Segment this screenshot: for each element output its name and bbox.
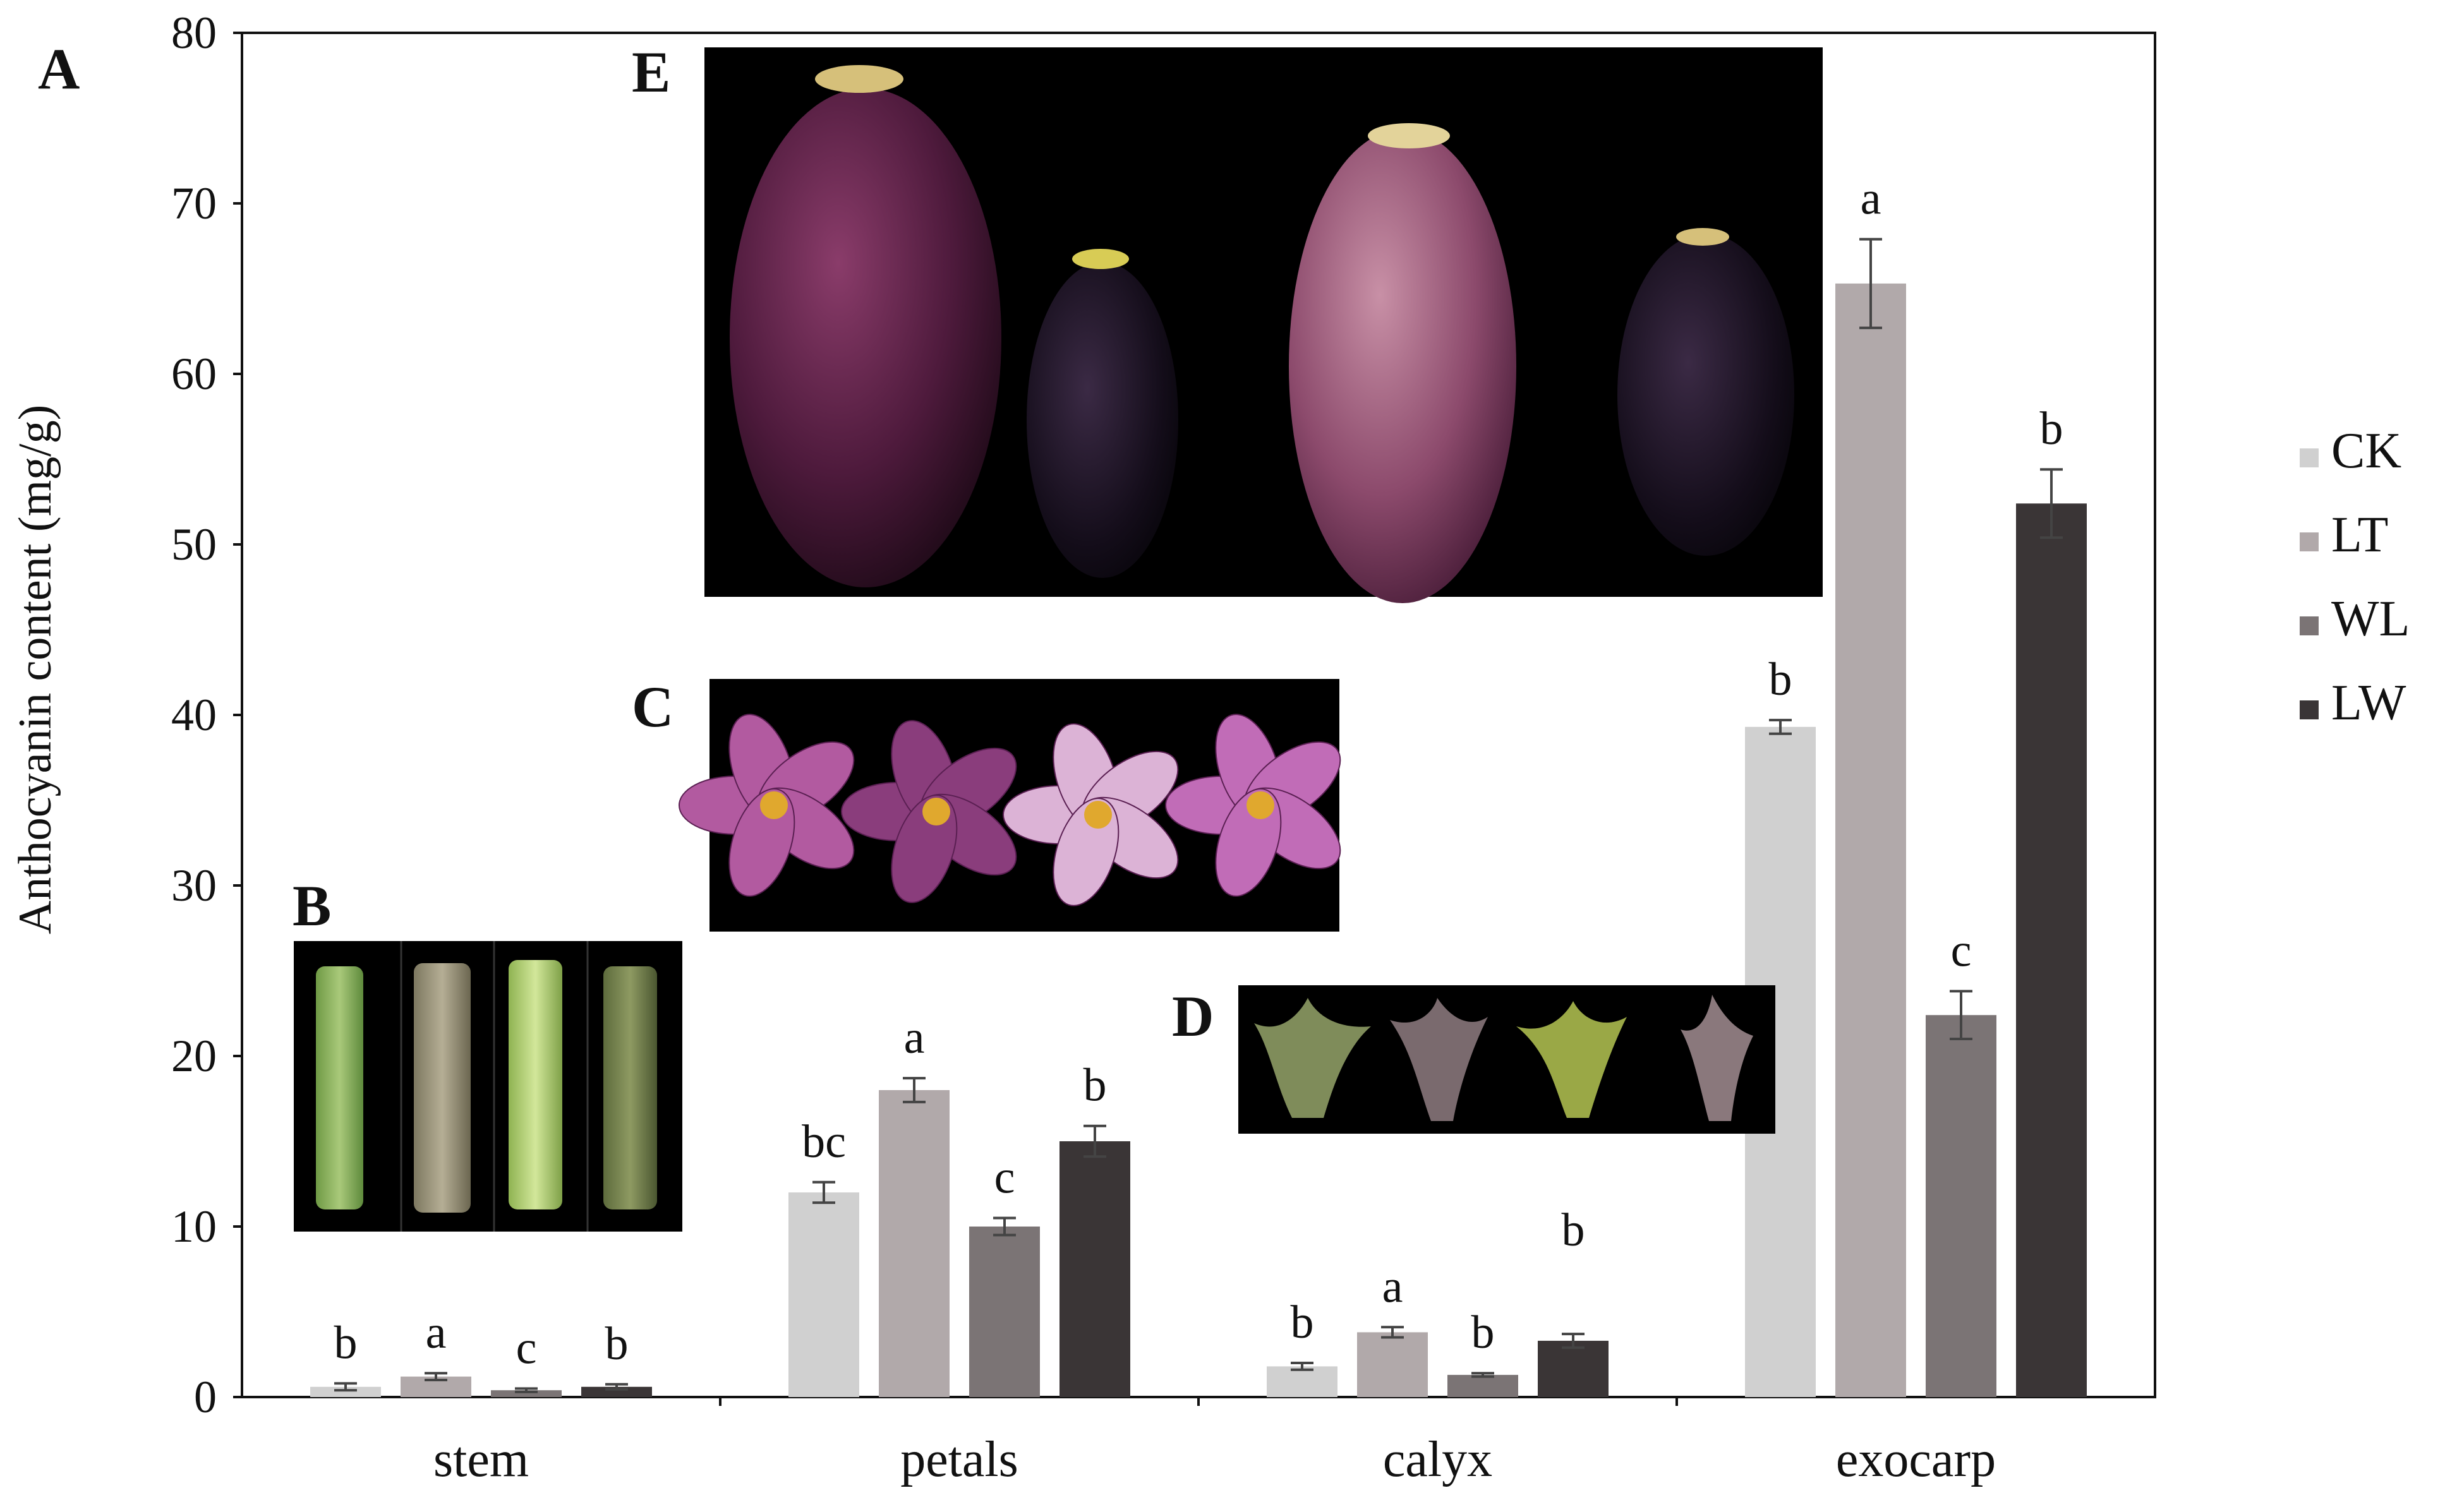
bar [2016,503,2087,1398]
significance-letter: b [2040,403,2063,455]
stem-lw [603,966,657,1209]
significance-letter: b [1769,654,1792,705]
significance-letter: c [1951,925,1972,976]
significance-letter: a [1382,1261,1403,1312]
significance-letter: a [904,1012,925,1064]
fruit-ck-cap [815,65,903,93]
significance-letter: c [994,1152,1015,1204]
stem-wl [509,960,562,1209]
flower-center [1084,801,1112,829]
calyx-ck [1254,998,1371,1118]
y-tick-label: 40 [171,690,217,740]
y-tick-label: 50 [171,519,217,570]
legend-label: LT [2331,507,2388,563]
bar [1538,1340,1609,1397]
bar [310,1386,381,1397]
legend-swatch [2300,616,2319,635]
panel-letter-e: E [632,40,670,104]
bar [879,1090,950,1397]
bar [491,1390,562,1397]
fruit-lt-cap [1072,249,1129,269]
calyx-wl [1516,1001,1627,1118]
bar [969,1227,1040,1397]
bar [1926,1015,1996,1397]
y-axis-label: Anthocyanin content (mg/g) [9,405,61,934]
legend-label: WL [2331,591,2410,647]
y-axis: 0 10 20 30 40 50 60 70 80 [171,8,242,1422]
x-category-label: exocarp [1836,1432,1996,1487]
flower-4 [1165,714,1341,897]
fruit-wl [1289,129,1516,603]
significance-letter: b [1291,1297,1314,1348]
y-tick-label: 80 [171,8,217,58]
bar [1267,1366,1337,1397]
significance-letter: a [1861,173,1881,225]
bar [788,1192,859,1397]
legend-label: CK [2331,423,2401,479]
panel-letter-b: B [293,873,331,938]
flower-3 [1003,723,1179,906]
y-tick-label: 0 [194,1372,217,1422]
flower-center [1247,791,1274,819]
significance-letter: bc [802,1116,846,1168]
bar [1060,1141,1130,1397]
legend-swatch [2300,700,2319,719]
x-axis: stem petals calyx exocarp [433,1397,1996,1487]
x-category-label: calyx [1383,1432,1492,1487]
fruit-wl-cap [1368,123,1450,148]
stem-ck [316,966,363,1209]
significance-letter: b [1084,1060,1107,1112]
x-category-label: petals [900,1432,1018,1487]
significance-letter: c [516,1323,537,1374]
bar [1357,1332,1428,1397]
panel-letter-d: D [1172,984,1214,1048]
fruit-lw [1617,234,1794,556]
flower-2 [841,720,1017,903]
inset-e-fruits: E [632,40,1823,603]
y-tick-label: 10 [171,1201,217,1252]
legend: CK LT WL LW [2300,423,2410,731]
stem-lt [414,963,471,1213]
legend-swatch [2300,448,2319,467]
y-tick-label: 70 [171,178,217,229]
x-category-label: stem [433,1432,529,1487]
calyx-lw [1681,995,1753,1121]
fruit-ck [730,88,1001,587]
flower-1 [679,714,855,897]
calyx-lt [1390,998,1488,1121]
significance-letter: b [334,1317,358,1369]
inset-b-stems: B [293,873,682,1232]
significance-letter: a [426,1307,447,1359]
flower-center [760,791,788,819]
inset-d-calyxes: D [1172,984,1775,1134]
legend-label: LW [2331,675,2406,731]
legend-swatch [2300,532,2319,551]
fruit-lt [1027,262,1178,578]
panel-letter-a: A [38,37,80,101]
inset-c-flowers: C [632,675,1341,932]
significance-letter: b [1562,1204,1585,1256]
y-tick-label: 30 [171,860,217,911]
bar [581,1386,652,1397]
bar [1447,1374,1518,1397]
significance-letter: b [605,1318,629,1370]
bar [1835,283,1906,1397]
significance-letter: b [1471,1307,1495,1359]
flower-center [922,798,950,825]
panel-letter-c: C [632,675,673,739]
y-tick-label: 60 [171,349,217,399]
y-tick-label: 20 [171,1031,217,1081]
fruit-lw-cap [1676,228,1729,246]
